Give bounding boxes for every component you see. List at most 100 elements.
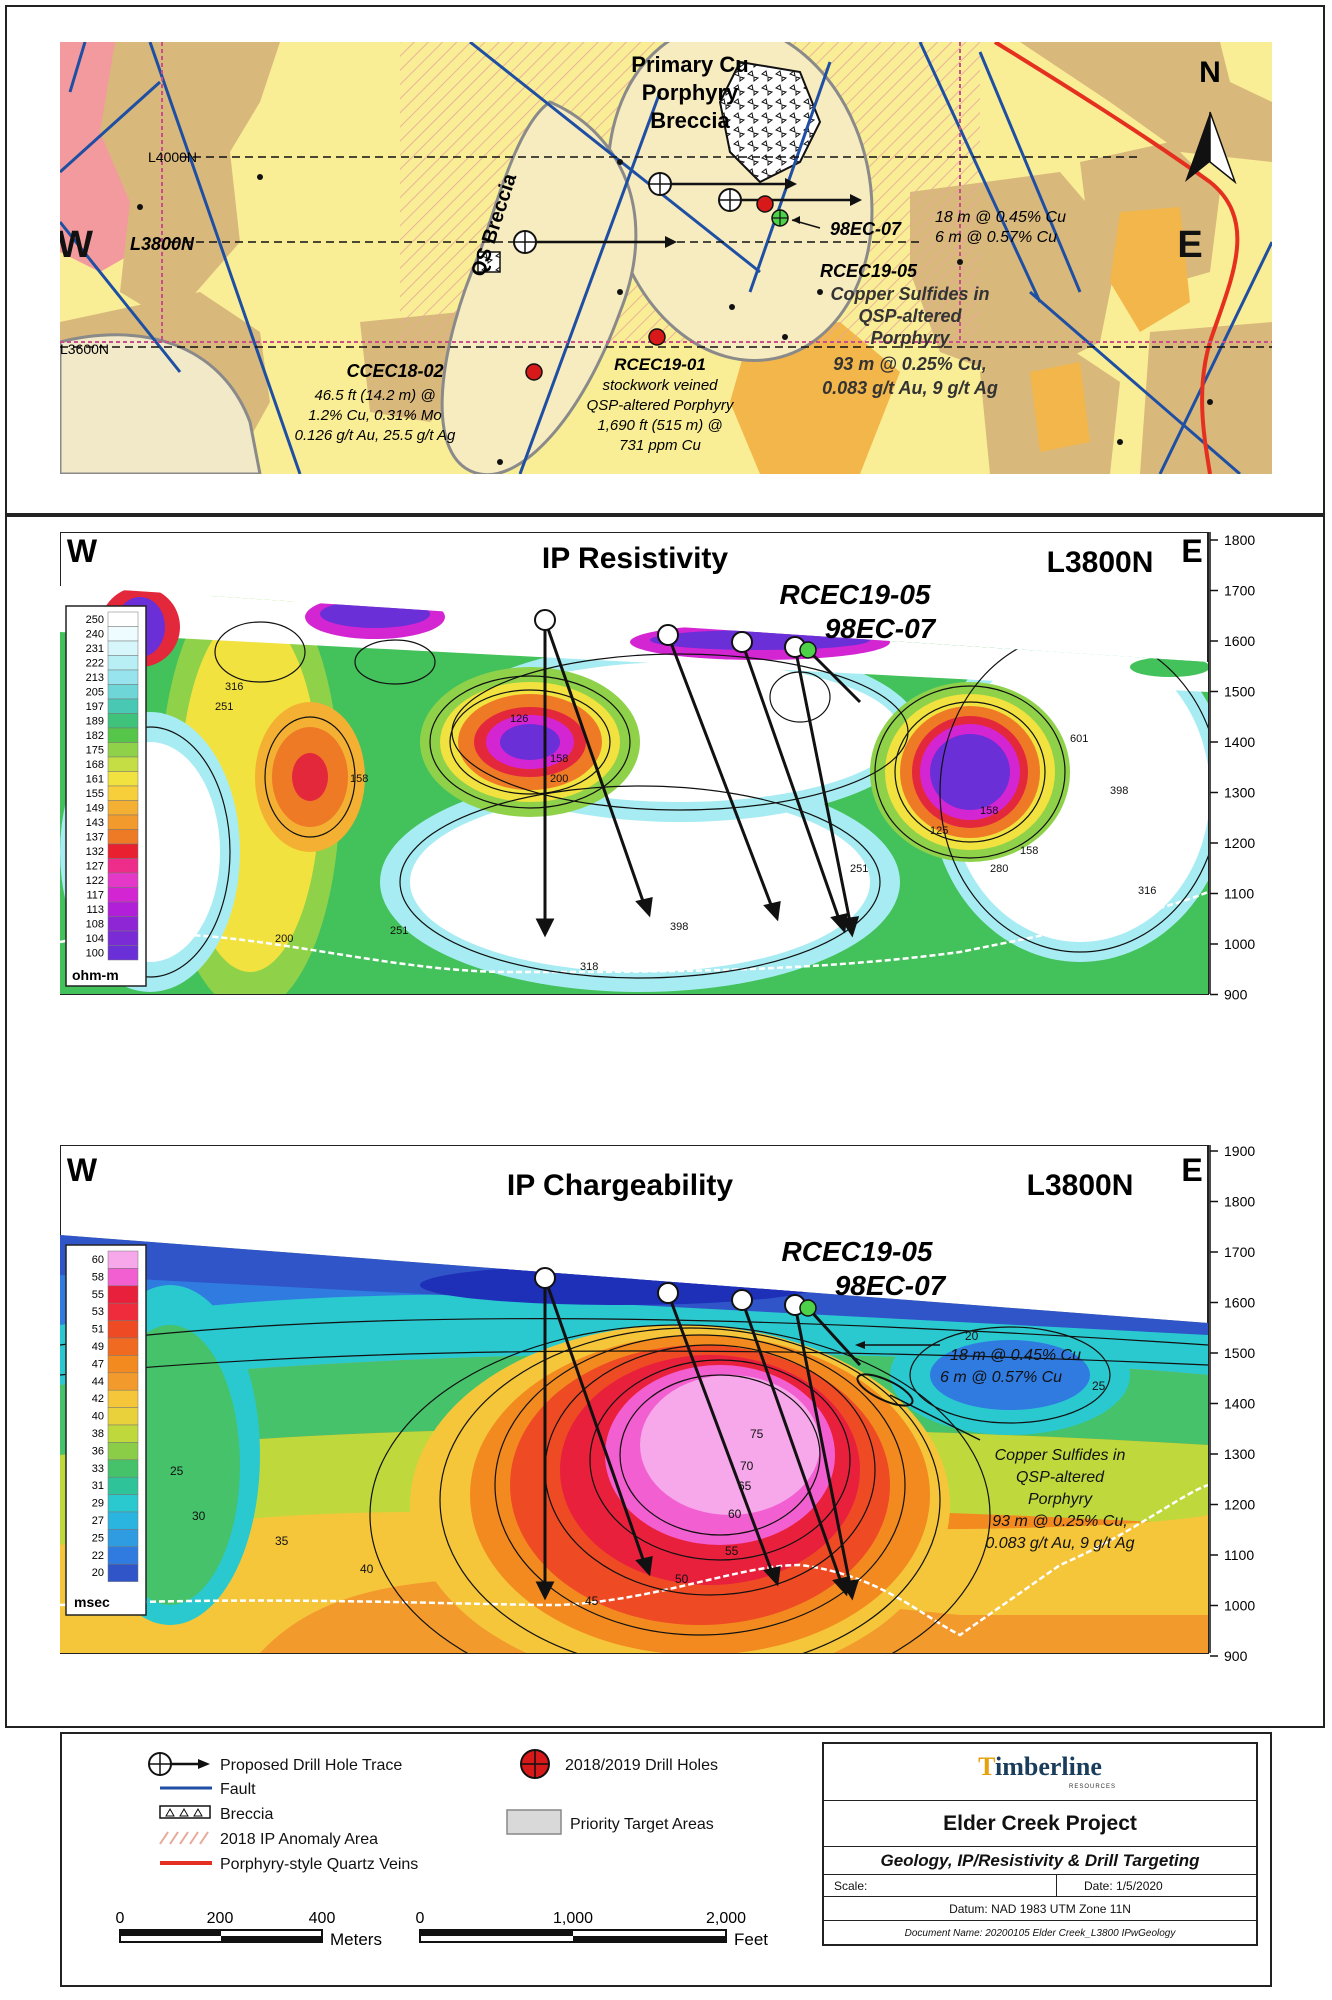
hole-98ec07-result-1: 18 m @ 0.45% Cu	[935, 209, 1066, 226]
scale-ft-0: 0	[416, 1910, 425, 1927]
scale-bar-feet: 0 1,000 2,000 Feet	[416, 1910, 769, 1949]
res-contour-label: 251	[215, 701, 233, 713]
chg-east-label: E	[1181, 1152, 1202, 1188]
res-scale-swatch	[107, 698, 139, 714]
scale-m-0: 0	[116, 1910, 125, 1927]
chg-scale-label: 36	[92, 1445, 104, 1457]
breccia-label-1: Primary Cu	[631, 52, 748, 77]
breccia-label-2: Porphyry	[642, 80, 739, 105]
chg-scale-swatch	[107, 1389, 139, 1408]
res-scale-label: 143	[86, 817, 104, 829]
res-elev-label: 1600	[1224, 633, 1255, 649]
chg-contour-label: 60	[728, 1507, 742, 1521]
res-scale-swatch	[107, 727, 139, 743]
legend-ip-anomaly-item: 2018 IP Anomaly Area	[159, 1831, 378, 1848]
resistivity-section: W E IP Resistivity L3800N RCEC19-05 98EC…	[60, 532, 1255, 1003]
res-scale-swatch	[107, 611, 139, 627]
chg-contour-label: 25	[170, 1464, 184, 1478]
res-contour-label: 158	[980, 805, 998, 817]
hole-rcec1901-label: RCEC19-01	[614, 355, 706, 374]
res-contour-label: 200	[275, 933, 293, 945]
chg-scale-swatch	[107, 1424, 139, 1443]
chg-scale-label: 60	[92, 1254, 104, 1266]
res-scale-label: 197	[86, 701, 104, 713]
legend-fault-item: Fault	[160, 1781, 256, 1798]
res-scale-swatch	[107, 640, 139, 656]
chg-elev-label: 1400	[1224, 1396, 1255, 1412]
res-scale-label: 149	[86, 803, 104, 815]
scale-m-unit: Meters	[330, 1930, 382, 1949]
chg-scale-label: 25	[92, 1532, 104, 1544]
res-elev-label: 1400	[1224, 734, 1255, 750]
geology-map	[60, 42, 1272, 474]
res-elev-label: 1200	[1224, 835, 1255, 851]
chg-copper-note-2: QSP-altered	[1016, 1469, 1105, 1486]
scale-bar-meters: 0 200 400 Meters	[116, 1910, 382, 1949]
res-scale-swatch	[107, 872, 139, 888]
chg-contour-label: 20	[965, 1329, 979, 1343]
legend-ip-anomaly-label: 2018 IP Anomaly Area	[220, 1831, 378, 1848]
res-contour-label: 158	[1020, 845, 1038, 857]
line-l4000n-label: L4000N	[148, 149, 197, 165]
res-scale-label: 161	[86, 774, 104, 786]
res-scale-swatch	[107, 916, 139, 932]
res-scale-label: 182	[86, 730, 104, 742]
chg-scale-label: 42	[92, 1393, 104, 1405]
chargeability-holes	[534, 1267, 981, 1601]
resistivity-holes	[534, 609, 862, 938]
res-contour-label: 316	[1138, 885, 1156, 897]
res-contour-label: 251	[850, 863, 868, 875]
chg-copper-note-4: 93 m @ 0.25% Cu,	[992, 1513, 1127, 1530]
chg-scale-swatch	[107, 1459, 139, 1478]
res-contour-label: 158	[550, 753, 568, 765]
chg-contour-label: 65	[738, 1479, 752, 1493]
map-datum: Datum: NAD 1983 UTM Zone 11N	[949, 1902, 1131, 1916]
res-elev-label: 1300	[1224, 785, 1255, 801]
legend: Proposed Drill Hole Trace Fault Breccia …	[116, 1749, 769, 1949]
res-scale-swatch	[107, 771, 139, 787]
res-scale-label: 250	[86, 614, 104, 626]
res-scale-label: 122	[86, 875, 104, 887]
title-block: Timberline RESOURCES Elder Creek Project…	[822, 1742, 1258, 1946]
chg-scale-label: 40	[92, 1411, 104, 1423]
chg-scale-label: 49	[92, 1341, 104, 1353]
res-scale-swatch	[107, 829, 139, 845]
res-contour-label: 398	[670, 921, 688, 933]
res-scale-swatch	[107, 858, 139, 874]
chg-scale-swatch	[107, 1476, 139, 1495]
rcec1901-result-2: QSP-altered Porphyry	[587, 397, 735, 414]
chg-unit-label: msec	[74, 1594, 110, 1610]
res-elev-label: 1100	[1224, 886, 1254, 902]
chg-scale-label: 22	[92, 1550, 104, 1562]
res-east-label: E	[1181, 533, 1202, 569]
chg-copper-note-3: Porphyry	[1028, 1491, 1093, 1508]
res-scale-label: 137	[86, 832, 104, 844]
chg-contour-label: 55	[725, 1544, 739, 1558]
chg-scale-label: 53	[92, 1306, 104, 1318]
hole-98ec07-result-2: 6 m @ 0.57% Cu	[935, 229, 1057, 246]
qs-breccia-label: QS Breccia	[467, 170, 521, 279]
chg-elev-label: 1200	[1224, 1497, 1255, 1513]
res-scale-swatch	[107, 887, 139, 903]
res-scale-label: 104	[86, 933, 104, 945]
chg-scale-label: 44	[92, 1376, 104, 1388]
scale-date-row: Scale: Date: 1/5/2020	[824, 1874, 1256, 1897]
chg-scale-swatch	[107, 1546, 139, 1565]
res-contour-labels: 316 251 158 200 158 158 125 158 398 601 251 280 398 3…	[215, 681, 1156, 973]
res-title: IP Resistivity	[542, 542, 729, 575]
chg-elev-label: 1800	[1224, 1194, 1255, 1210]
logo-subtext: RESOURCES	[1068, 1784, 1116, 1790]
res-scale-label: 108	[86, 919, 104, 931]
chg-contour-label: 70	[740, 1459, 754, 1473]
chg-elev-label: 1600	[1224, 1295, 1255, 1311]
res-scale-label: 240	[86, 629, 104, 641]
res-elev-label: 1000	[1224, 936, 1255, 952]
chg-scale-swatch	[107, 1372, 139, 1391]
chg-scale-label: 31	[92, 1480, 104, 1492]
chg-scale-swatch	[107, 1407, 139, 1426]
legend-priority-item: Priority Target Areas	[506, 1809, 714, 1835]
res-scale-swatch	[107, 800, 139, 816]
res-scale-label: 127	[86, 861, 104, 873]
subtitle-row: Geology, IP/Resistivity & Drill Targetin…	[824, 1846, 1256, 1874]
res-contour-label: 125	[930, 825, 948, 837]
